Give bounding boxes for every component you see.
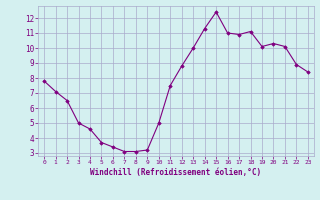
X-axis label: Windchill (Refroidissement éolien,°C): Windchill (Refroidissement éolien,°C) xyxy=(91,168,261,177)
